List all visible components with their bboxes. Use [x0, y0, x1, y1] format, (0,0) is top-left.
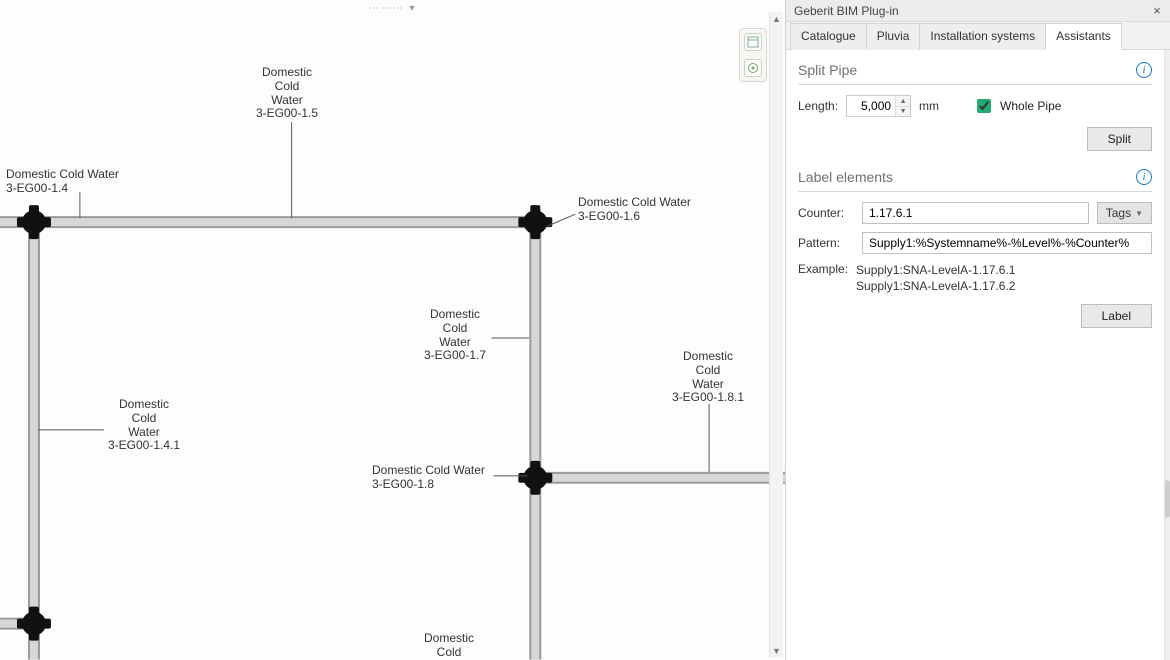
whole-pipe-label: Whole Pipe: [1000, 99, 1061, 113]
section-label-elements: Label elements i: [798, 169, 1152, 185]
scroll-up-icon[interactable]: ▲: [770, 12, 783, 26]
section-title: Split Pipe: [798, 62, 1136, 78]
section-title: Label elements: [798, 169, 1136, 185]
info-icon[interactable]: i: [1136, 169, 1152, 185]
scrollbar-thumb[interactable]: [1165, 480, 1170, 518]
view-toolbar: [739, 28, 767, 82]
example-line: Supply1:SNA-LevelA-1.17.6.2: [856, 278, 1015, 294]
plugin-panel: Geberit BIM Plug-in × CataloguePluviaIns…: [786, 0, 1170, 660]
viewcube-home-icon[interactable]: [744, 33, 762, 51]
model-viewport[interactable]: ⋯⋯⋯ ▾ Domestic Cold Water3-EG00-1.4Domes…: [0, 0, 786, 660]
counter-input[interactable]: [862, 202, 1089, 224]
example-line: Supply1:SNA-LevelA-1.17.6.1: [856, 262, 1015, 278]
scroll-down-icon[interactable]: ▼: [770, 644, 783, 658]
tab-pluvia[interactable]: Pluvia: [866, 23, 921, 50]
panel-title: Geberit BIM Plug-in: [794, 4, 1148, 18]
pipe-label: DomesticCold: [424, 632, 474, 660]
label-button[interactable]: Label: [1081, 304, 1152, 328]
panel-body: Split Pipe i Length: ▲ ▼ mm: [786, 50, 1164, 660]
close-icon[interactable]: ×: [1148, 2, 1166, 20]
whole-pipe-checkbox[interactable]: Whole Pipe: [973, 96, 1061, 116]
viewcube-nav-icon[interactable]: [744, 59, 762, 77]
spin-down-icon[interactable]: ▼: [896, 106, 910, 116]
example-block: Example: Supply1:SNA-LevelA-1.17.6.1Supp…: [798, 262, 1152, 294]
length-spinner[interactable]: ▲ ▼: [846, 95, 911, 117]
pipe-label: DomesticColdWater3-EG00-1.5: [256, 66, 318, 121]
pipe-diagram: [0, 0, 785, 660]
chevron-down-icon: ▼: [1135, 209, 1143, 218]
divider: [798, 84, 1152, 85]
info-icon[interactable]: i: [1136, 62, 1152, 78]
pipe-label: Domestic Cold Water3-EG00-1.8: [372, 464, 485, 492]
pipe-label: DomesticColdWater3-EG00-1.4.1: [108, 398, 180, 453]
example-label: Example:: [798, 262, 848, 294]
pipe-label: Domestic Cold Water3-EG00-1.4: [6, 168, 119, 196]
panel-tabs: CataloguePluviaInstallation systemsAssis…: [786, 22, 1170, 50]
pipe-label: DomesticColdWater3-EG00-1.7: [424, 308, 486, 363]
tab-catalogue[interactable]: Catalogue: [790, 23, 867, 50]
pattern-label: Pattern:: [798, 236, 854, 250]
tags-button-label: Tags: [1106, 206, 1131, 220]
pattern-input[interactable]: [862, 232, 1152, 254]
divider: [798, 191, 1152, 192]
spin-up-icon[interactable]: ▲: [896, 96, 910, 106]
pipe-label: Domestic Cold Water3-EG00-1.6: [578, 196, 691, 224]
length-label: Length:: [798, 99, 838, 113]
tags-button[interactable]: Tags ▼: [1097, 202, 1152, 224]
panel-titlebar: Geberit BIM Plug-in ×: [786, 0, 1170, 22]
length-unit: mm: [919, 99, 939, 113]
length-input[interactable]: [847, 96, 895, 116]
tab-assistants[interactable]: Assistants: [1045, 23, 1122, 50]
counter-label: Counter:: [798, 206, 854, 220]
split-button[interactable]: Split: [1087, 127, 1152, 151]
tab-install[interactable]: Installation systems: [919, 23, 1046, 50]
panel-scrollbar[interactable]: [1164, 50, 1170, 660]
section-split-pipe: Split Pipe i: [798, 62, 1152, 78]
whole-pipe-input[interactable]: [977, 99, 991, 113]
pipe-label: DomesticColdWater3-EG00-1.8.1: [672, 350, 744, 405]
viewport-scrollbar[interactable]: ▲ ▼: [769, 12, 783, 658]
